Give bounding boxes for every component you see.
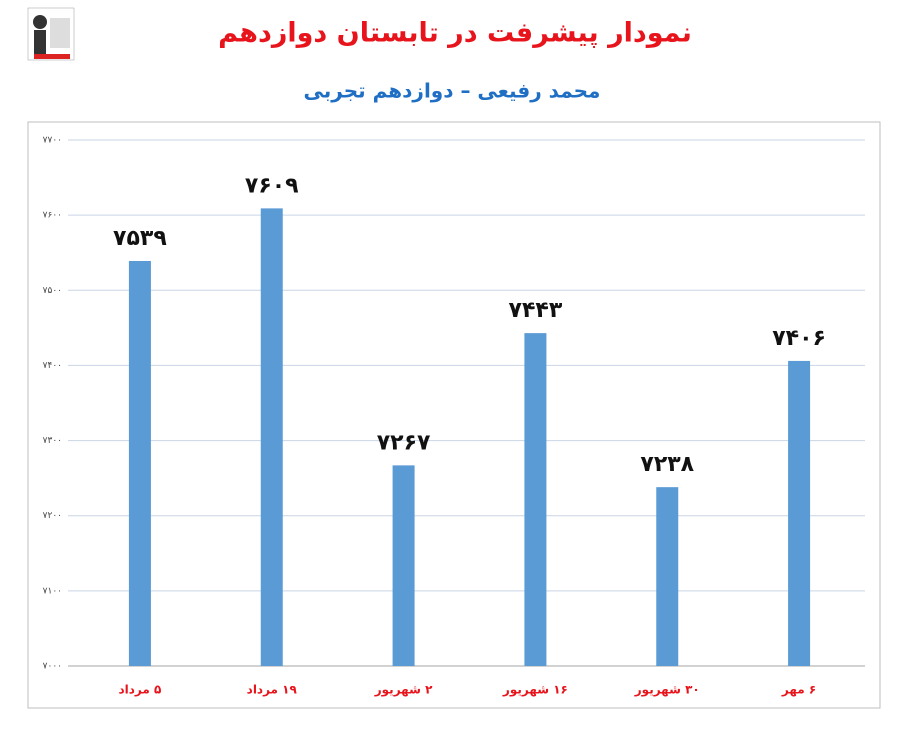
- y-tick-label: ۷۶۰۰: [43, 211, 62, 221]
- y-tick-label: ۷۱۰۰: [43, 586, 62, 596]
- value-label: ۷۲۳۸: [640, 452, 694, 477]
- chart-subtitle: محمد رفیعی – دوازدهم تجربی: [304, 79, 601, 103]
- y-tick-label: ۷۳۰۰: [43, 436, 62, 446]
- y-tick-label: ۷۲۰۰: [43, 511, 62, 521]
- logo: [27, 7, 75, 61]
- bar: [392, 465, 415, 666]
- x-tick-label: ۱۹ مرداد: [247, 683, 298, 697]
- y-tick-label: ۷۴۰۰: [43, 361, 62, 371]
- bar: [788, 360, 811, 666]
- bar: [128, 260, 151, 666]
- x-tick-label: ۵ مرداد: [118, 683, 161, 697]
- value-label: ۷۴۴۳: [509, 298, 563, 323]
- plot-frame: [27, 121, 881, 709]
- y-tick-label: ۷۷۰۰: [43, 136, 62, 146]
- value-label: ۷۴۰۶: [772, 326, 826, 351]
- y-tick-label: ۷۰۰۰: [43, 662, 62, 672]
- value-label: ۷۵۳۹: [113, 226, 167, 251]
- x-tick-label: ۳۰ شهریور: [634, 683, 700, 698]
- value-label: ۷۲۶۷: [377, 430, 431, 455]
- bar: [260, 208, 283, 666]
- x-tick-label: ۶ مهر: [781, 683, 816, 697]
- chart-title: نمودار پیشرفت در تابستان دوازدهم: [218, 18, 692, 49]
- x-tick-label: ۲ شهریور: [374, 683, 433, 698]
- x-tick-label: ۱۶ شهریور: [502, 683, 568, 698]
- bar: [524, 333, 547, 666]
- bar: [656, 487, 679, 666]
- value-label: ۷۶۰۹: [245, 173, 299, 198]
- y-tick-label: ۷۵۰۰: [43, 286, 62, 296]
